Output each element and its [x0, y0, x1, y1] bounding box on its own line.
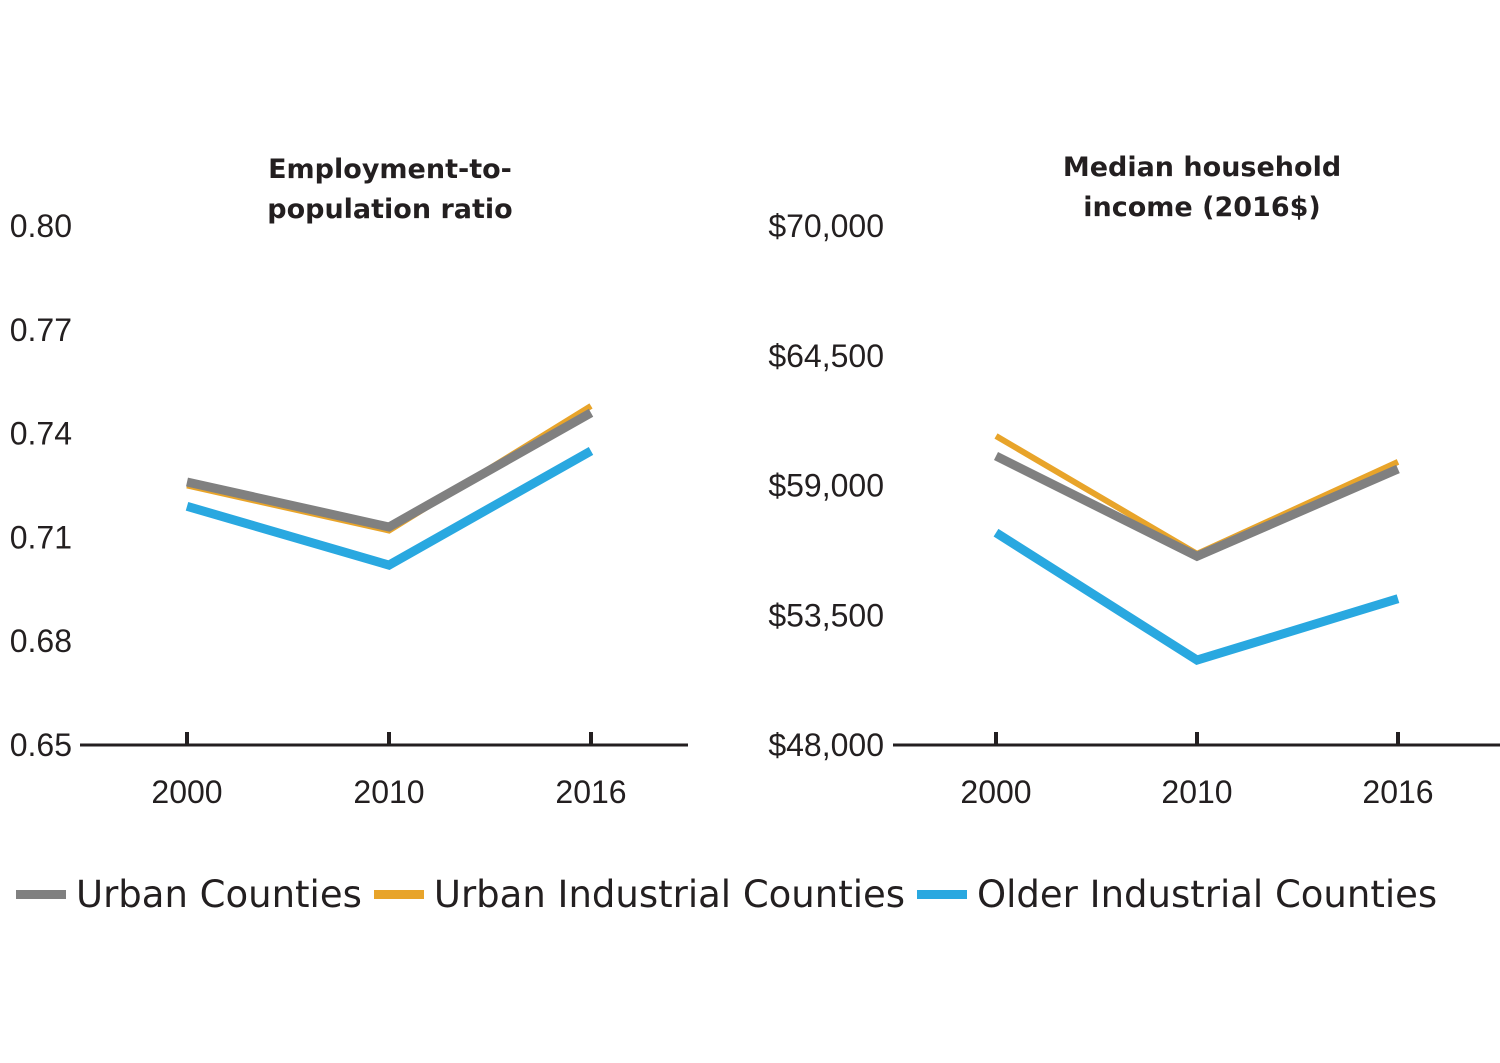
income-title-line-2: income (2016$) — [1083, 192, 1321, 223]
legend-item-older-industrial: Older Industrial Counties — [917, 873, 1437, 916]
employment-title-line-2: population ratio — [267, 194, 512, 225]
employment-title-line-1: Employment-to- — [268, 154, 512, 185]
employment-y-tick-label: 0.80 — [10, 208, 72, 244]
income-x-tick-label: 2016 — [1362, 774, 1433, 810]
legend-swatch-urban — [16, 889, 66, 899]
legend-label-older-industrial: Older Industrial Counties — [977, 872, 1438, 916]
income-series-line-urban-counties — [993, 451, 1400, 562]
legend-item-urban: Urban Counties — [16, 873, 362, 916]
legend-label-urban: Urban Counties — [76, 872, 362, 916]
employment-x-tick-label: 2016 — [555, 774, 626, 810]
income-x-tick-label: 2010 — [1161, 774, 1232, 810]
employment-series-line-older-industrial-counties — [185, 446, 594, 570]
employment-y-tick-label: 0.71 — [10, 519, 72, 555]
legend-swatch-urban-industrial — [373, 889, 424, 899]
income-y-tick-label: $70,000 — [768, 208, 884, 244]
income-y-tick-label: $59,000 — [768, 468, 884, 504]
employment-series-line-urban-industrial-counties — [186, 403, 593, 534]
employment-series-line-urban-counties — [186, 408, 594, 532]
legend-item-urban-industrial: Urban Industrial Counties — [373, 872, 906, 916]
income-y-tick-label: $64,500 — [768, 338, 884, 374]
income-series-line-older-industrial-counties — [993, 528, 1400, 666]
employment-x-tick-label: 2010 — [353, 774, 424, 810]
employment-y-tick-label: 0.77 — [10, 312, 72, 348]
income-x-tick-label: 2000 — [960, 774, 1031, 810]
legend-label-urban-industrial: Urban Industrial Counties — [433, 872, 906, 916]
legend-swatch-older-industrial — [917, 889, 968, 899]
employment-y-tick-label: 0.68 — [10, 623, 72, 659]
employment-x-tick-label: 2000 — [151, 774, 222, 810]
income-y-tick-label: $53,500 — [768, 597, 884, 633]
income-y-tick-label: $48,000 — [768, 727, 884, 763]
employment-y-tick-label: 0.65 — [10, 727, 72, 763]
legend: Urban Counties Urban Industrial Counties… — [16, 866, 1449, 922]
income-title-line-1: Median household — [1063, 152, 1341, 183]
employment-y-tick-label: 0.74 — [10, 416, 72, 452]
